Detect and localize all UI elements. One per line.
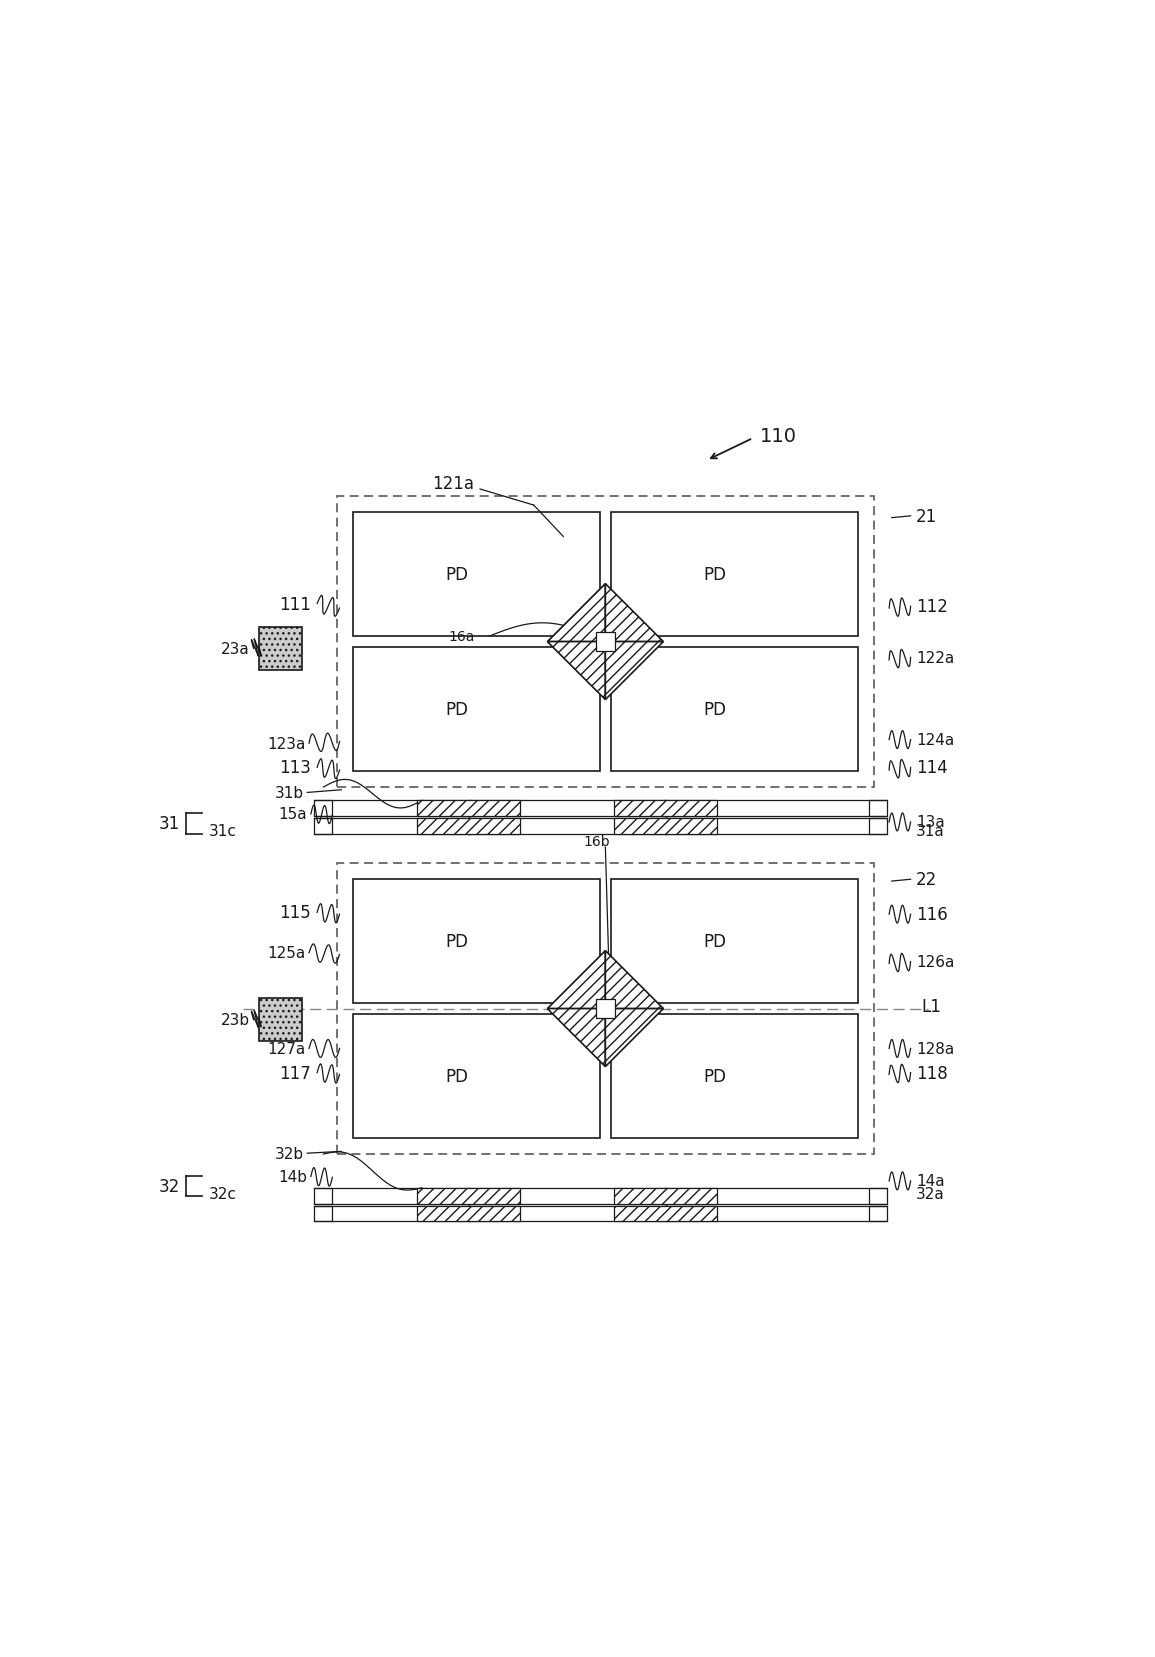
Polygon shape xyxy=(547,643,605,701)
Text: PD: PD xyxy=(703,1067,726,1085)
Bar xyxy=(417,1188,520,1203)
Polygon shape xyxy=(547,1009,605,1067)
Text: 16a: 16a xyxy=(448,630,475,645)
Bar xyxy=(314,1188,333,1203)
Bar xyxy=(870,1206,887,1221)
Bar xyxy=(417,800,520,817)
Text: 13a: 13a xyxy=(916,815,945,830)
Text: 118: 118 xyxy=(916,1064,948,1082)
Text: 125a: 125a xyxy=(267,946,305,961)
Polygon shape xyxy=(605,585,663,643)
Bar xyxy=(614,1188,717,1203)
Bar xyxy=(314,819,333,833)
Polygon shape xyxy=(547,951,605,1009)
Text: FD: FD xyxy=(620,999,639,1012)
Bar xyxy=(259,999,301,1042)
Text: PD: PD xyxy=(445,1067,468,1085)
Text: PD: PD xyxy=(703,567,726,583)
Text: 122a: 122a xyxy=(916,650,954,666)
Bar xyxy=(870,1188,887,1203)
Text: PD: PD xyxy=(445,701,468,719)
Text: 23b: 23b xyxy=(221,1012,249,1027)
Bar xyxy=(870,800,887,817)
Bar xyxy=(314,800,333,817)
Bar xyxy=(417,1206,520,1221)
Bar xyxy=(314,1206,333,1221)
Polygon shape xyxy=(605,1009,663,1067)
Text: 114: 114 xyxy=(916,759,948,777)
Text: 115: 115 xyxy=(280,903,311,921)
Text: 116: 116 xyxy=(916,906,948,923)
Text: 14b: 14b xyxy=(278,1170,307,1185)
Bar xyxy=(611,1014,858,1138)
Text: 14a: 14a xyxy=(916,1173,945,1188)
Text: 31c: 31c xyxy=(209,824,237,838)
Bar xyxy=(596,999,616,1019)
Bar xyxy=(337,863,874,1155)
Text: 32: 32 xyxy=(159,1176,180,1195)
Text: 121a: 121a xyxy=(432,474,475,492)
Text: PD: PD xyxy=(703,933,726,951)
Text: 123a: 123a xyxy=(267,736,305,751)
Text: PD: PD xyxy=(703,701,726,719)
Polygon shape xyxy=(605,643,663,701)
Bar xyxy=(611,514,858,636)
Bar xyxy=(417,819,520,833)
Polygon shape xyxy=(605,951,663,1009)
Text: 117: 117 xyxy=(280,1064,311,1082)
Bar xyxy=(614,1206,717,1221)
Text: 112: 112 xyxy=(916,598,948,616)
Text: FD: FD xyxy=(620,631,639,646)
Text: 32a: 32a xyxy=(916,1186,945,1201)
Bar xyxy=(337,497,874,787)
Bar xyxy=(614,819,717,833)
Bar xyxy=(353,648,599,772)
Bar xyxy=(259,628,301,671)
Bar xyxy=(611,648,858,772)
Bar xyxy=(614,800,717,817)
Text: 126a: 126a xyxy=(916,954,954,969)
Text: PD: PD xyxy=(445,567,468,583)
Text: 113: 113 xyxy=(280,759,311,777)
Text: 22: 22 xyxy=(916,870,937,888)
Text: 128a: 128a xyxy=(916,1041,954,1056)
Polygon shape xyxy=(547,585,605,643)
Text: 110: 110 xyxy=(760,426,797,446)
Bar xyxy=(353,880,599,1004)
Text: 124a: 124a xyxy=(916,732,954,747)
Text: 32c: 32c xyxy=(209,1186,237,1201)
Text: 23a: 23a xyxy=(222,641,249,656)
Text: 111: 111 xyxy=(280,595,311,613)
Text: 21: 21 xyxy=(916,507,937,525)
Text: 31a: 31a xyxy=(916,824,945,838)
Text: PD: PD xyxy=(445,933,468,951)
Text: L1: L1 xyxy=(922,998,941,1016)
Bar xyxy=(596,633,616,653)
Text: 127a: 127a xyxy=(267,1041,305,1056)
Text: 16b: 16b xyxy=(583,833,610,848)
Bar xyxy=(870,819,887,833)
Bar xyxy=(353,514,599,636)
Bar xyxy=(611,880,858,1004)
Text: 32b: 32b xyxy=(275,1147,304,1162)
Text: 31: 31 xyxy=(159,815,180,833)
Text: 15a: 15a xyxy=(278,807,307,822)
Text: 31b: 31b xyxy=(275,785,304,800)
Bar xyxy=(353,1014,599,1138)
